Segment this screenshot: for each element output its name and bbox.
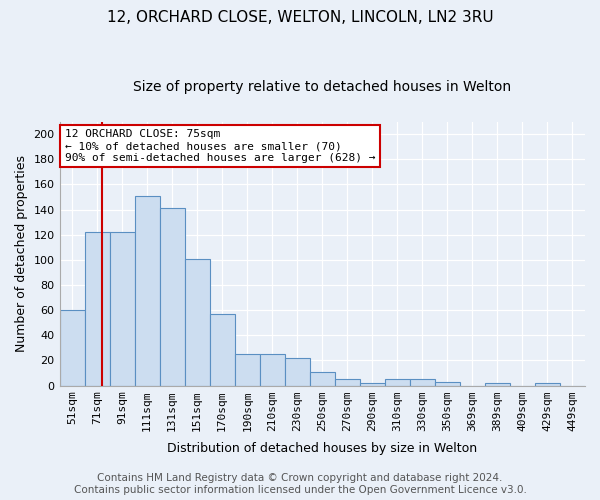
Bar — [110, 232, 134, 386]
X-axis label: Distribution of detached houses by size in Welton: Distribution of detached houses by size … — [167, 442, 478, 455]
Bar — [185, 258, 209, 386]
Bar — [85, 232, 110, 386]
Bar — [385, 379, 410, 386]
Bar — [59, 310, 85, 386]
Text: 12 ORCHARD CLOSE: 75sqm
← 10% of detached houses are smaller (70)
90% of semi-de: 12 ORCHARD CLOSE: 75sqm ← 10% of detache… — [65, 130, 375, 162]
Title: Size of property relative to detached houses in Welton: Size of property relative to detached ho… — [133, 80, 511, 94]
Bar — [134, 196, 160, 386]
Bar — [535, 383, 560, 386]
Bar — [260, 354, 285, 386]
Bar — [435, 382, 460, 386]
Bar — [209, 314, 235, 386]
Bar — [335, 379, 360, 386]
Y-axis label: Number of detached properties: Number of detached properties — [15, 155, 28, 352]
Bar — [360, 383, 385, 386]
Bar — [235, 354, 260, 386]
Text: 12, ORCHARD CLOSE, WELTON, LINCOLN, LN2 3RU: 12, ORCHARD CLOSE, WELTON, LINCOLN, LN2 … — [107, 10, 493, 25]
Bar — [160, 208, 185, 386]
Bar — [485, 383, 510, 386]
Bar — [410, 379, 435, 386]
Text: Contains HM Land Registry data © Crown copyright and database right 2024.
Contai: Contains HM Land Registry data © Crown c… — [74, 474, 526, 495]
Bar — [310, 372, 335, 386]
Bar — [285, 358, 310, 386]
